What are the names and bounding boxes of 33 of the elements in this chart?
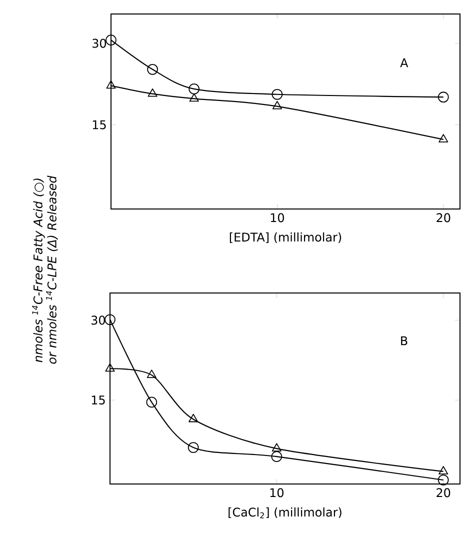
point <box>272 100 282 110</box>
x-tick-label: 20 <box>436 488 450 498</box>
point <box>271 451 282 462</box>
point <box>188 442 199 453</box>
point <box>438 466 448 474</box>
point <box>106 34 116 46</box>
point <box>438 474 449 486</box>
point <box>146 370 156 378</box>
x-tick-label: 10 <box>270 213 284 222</box>
point <box>438 92 449 103</box>
x-tick-label: 10 <box>270 488 284 498</box>
point <box>148 88 158 97</box>
y-axis-title: nmoles $^{14}$C-Free Fatty Acid (○) or nmoles $^{14}$C-LPE (Δ) Released <box>32 176 58 364</box>
x-axis-title: [CaCl$_{2}$] (millimolar) <box>228 507 342 518</box>
point <box>188 84 200 94</box>
point <box>106 80 116 89</box>
y-tick-label: 30 <box>92 316 106 325</box>
annotation: A <box>400 58 408 68</box>
point <box>188 414 198 422</box>
point <box>438 134 448 142</box>
point <box>272 443 282 452</box>
y-tick-label: 15 <box>92 120 106 130</box>
point <box>105 363 115 372</box>
x-tick-label: 20 <box>436 213 450 222</box>
point <box>146 396 158 408</box>
point <box>272 88 283 100</box>
point <box>104 314 116 326</box>
y-tick-label: 30 <box>92 38 106 48</box>
y-tick-label: 15 <box>92 396 105 405</box>
annotation: B <box>401 336 408 346</box>
x-axis-title: [EDTA] (millimolar) <box>230 232 342 244</box>
point <box>189 93 199 102</box>
point <box>147 64 158 75</box>
